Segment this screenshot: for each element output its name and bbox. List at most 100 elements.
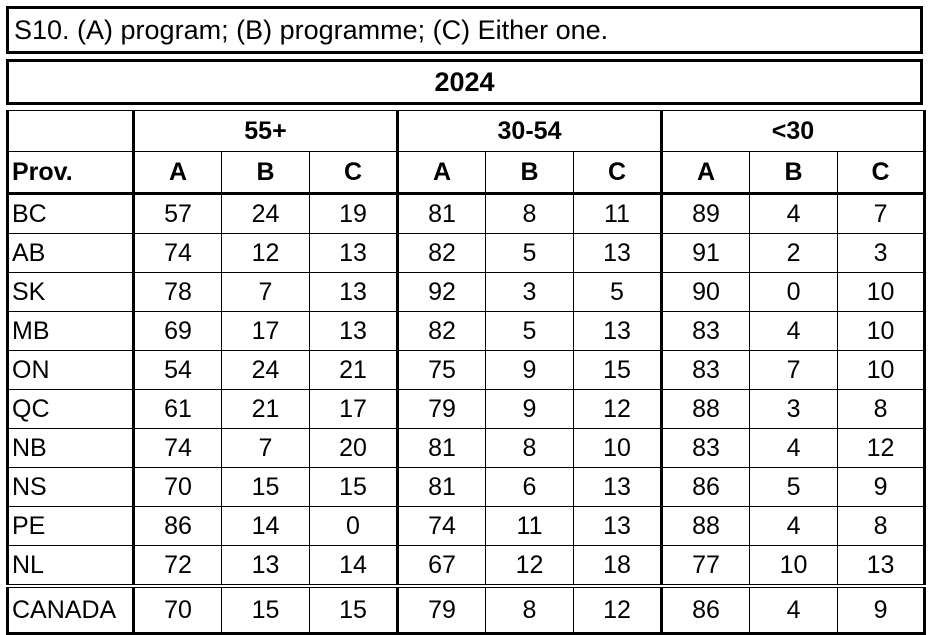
value-cell[interactable]: 20 (309, 428, 398, 468)
province-cell[interactable]: NS (6, 467, 134, 507)
value-cell[interactable]: 83 (660, 428, 751, 468)
value-cell[interactable]: 75 (396, 350, 486, 390)
age-group-header[interactable]: 55+ (132, 110, 398, 152)
header-blank-cell[interactable] (6, 110, 134, 152)
column-header[interactable]: B (485, 151, 574, 195)
value-cell[interactable]: 8 (485, 193, 574, 234)
value-cell[interactable]: 8 (485, 428, 574, 468)
value-cell[interactable]: 10 (749, 545, 839, 587)
value-cell[interactable]: 13 (572, 233, 663, 273)
value-cell[interactable]: 3 (749, 389, 839, 429)
value-cell[interactable]: 21 (221, 389, 310, 429)
value-cell[interactable]: 54 (132, 350, 222, 390)
value-cell[interactable]: 83 (660, 311, 751, 351)
value-cell[interactable]: 12 (572, 389, 663, 429)
value-cell[interactable]: 12 (837, 428, 927, 468)
value-cell[interactable]: 10 (837, 350, 927, 390)
value-cell[interactable]: 72 (132, 545, 222, 587)
value-cell[interactable]: 5 (485, 311, 574, 351)
age-group-header[interactable]: 30-54 (395, 110, 663, 152)
prov-column-header[interactable]: Prov. (6, 151, 134, 195)
value-cell[interactable]: 13 (221, 545, 310, 587)
value-cell[interactable]: 13 (309, 233, 398, 273)
value-cell[interactable]: 15 (309, 584, 398, 635)
value-cell[interactable]: 67 (396, 545, 486, 587)
value-cell[interactable]: 4 (749, 311, 839, 351)
province-cell[interactable]: BC (6, 193, 134, 234)
value-cell[interactable]: 15 (221, 467, 310, 507)
value-cell[interactable]: 15 (572, 350, 663, 390)
value-cell[interactable]: 14 (221, 506, 310, 546)
value-cell[interactable]: 15 (309, 467, 398, 507)
value-cell[interactable]: 10 (572, 428, 663, 468)
value-cell[interactable]: 77 (660, 545, 751, 587)
value-cell[interactable]: 0 (749, 272, 839, 312)
province-cell[interactable]: NB (6, 428, 134, 468)
value-cell[interactable]: 57 (132, 193, 222, 234)
value-cell[interactable]: 14 (309, 545, 398, 587)
value-cell[interactable]: 70 (132, 467, 222, 507)
value-cell[interactable]: 7 (221, 272, 310, 312)
value-cell[interactable]: 12 (485, 545, 574, 587)
value-cell[interactable]: 5 (572, 272, 663, 312)
value-cell[interactable]: 83 (660, 350, 751, 390)
column-header[interactable]: B (749, 151, 839, 195)
column-header[interactable]: B (221, 151, 310, 195)
column-header[interactable]: A (660, 151, 751, 195)
province-cell[interactable]: QC (6, 389, 134, 429)
value-cell[interactable]: 81 (396, 193, 486, 234)
value-cell[interactable]: 9 (837, 584, 927, 635)
value-cell[interactable]: 89 (660, 193, 751, 234)
value-cell[interactable]: 7 (749, 350, 839, 390)
province-cell[interactable]: AB (6, 233, 134, 273)
value-cell[interactable]: 6 (485, 467, 574, 507)
value-cell[interactable]: 8 (837, 506, 927, 546)
value-cell[interactable]: 7 (221, 428, 310, 468)
value-cell[interactable]: 92 (396, 272, 486, 312)
value-cell[interactable]: 61 (132, 389, 222, 429)
column-header[interactable]: A (132, 151, 222, 195)
value-cell[interactable]: 88 (660, 389, 751, 429)
column-header[interactable]: C (837, 151, 927, 195)
value-cell[interactable]: 13 (837, 545, 927, 587)
value-cell[interactable]: 10 (837, 311, 927, 351)
value-cell[interactable]: 13 (309, 272, 398, 312)
value-cell[interactable]: 69 (132, 311, 222, 351)
value-cell[interactable]: 13 (572, 311, 663, 351)
value-cell[interactable]: 91 (660, 233, 751, 273)
value-cell[interactable]: 86 (660, 584, 751, 635)
column-header[interactable]: A (396, 151, 486, 195)
value-cell[interactable]: 2 (749, 233, 839, 273)
value-cell[interactable]: 4 (749, 506, 839, 546)
value-cell[interactable]: 70 (132, 584, 222, 635)
value-cell[interactable]: 82 (396, 311, 486, 351)
value-cell[interactable]: 78 (132, 272, 222, 312)
value-cell[interactable]: 21 (309, 350, 398, 390)
value-cell[interactable]: 86 (660, 467, 751, 507)
province-cell[interactable]: CANADA (6, 584, 134, 635)
value-cell[interactable]: 7 (837, 193, 927, 234)
value-cell[interactable]: 4 (749, 193, 839, 234)
province-cell[interactable]: NL (6, 545, 134, 587)
value-cell[interactable]: 3 (837, 233, 927, 273)
column-header[interactable]: C (309, 151, 398, 195)
value-cell[interactable]: 8 (837, 389, 927, 429)
value-cell[interactable]: 24 (221, 350, 310, 390)
province-cell[interactable]: ON (6, 350, 134, 390)
value-cell[interactable]: 24 (221, 193, 310, 234)
value-cell[interactable]: 88 (660, 506, 751, 546)
value-cell[interactable]: 8 (485, 584, 574, 635)
column-header[interactable]: C (572, 151, 663, 195)
value-cell[interactable]: 0 (309, 506, 398, 546)
value-cell[interactable]: 4 (749, 584, 839, 635)
value-cell[interactable]: 5 (485, 233, 574, 273)
value-cell[interactable]: 13 (572, 506, 663, 546)
value-cell[interactable]: 9 (485, 389, 574, 429)
age-group-header[interactable]: <30 (660, 110, 927, 152)
value-cell[interactable]: 9 (837, 467, 927, 507)
value-cell[interactable]: 81 (396, 467, 486, 507)
value-cell[interactable]: 81 (396, 428, 486, 468)
value-cell[interactable]: 79 (396, 584, 486, 635)
province-cell[interactable]: PE (6, 506, 134, 546)
province-cell[interactable]: MB (6, 311, 134, 351)
